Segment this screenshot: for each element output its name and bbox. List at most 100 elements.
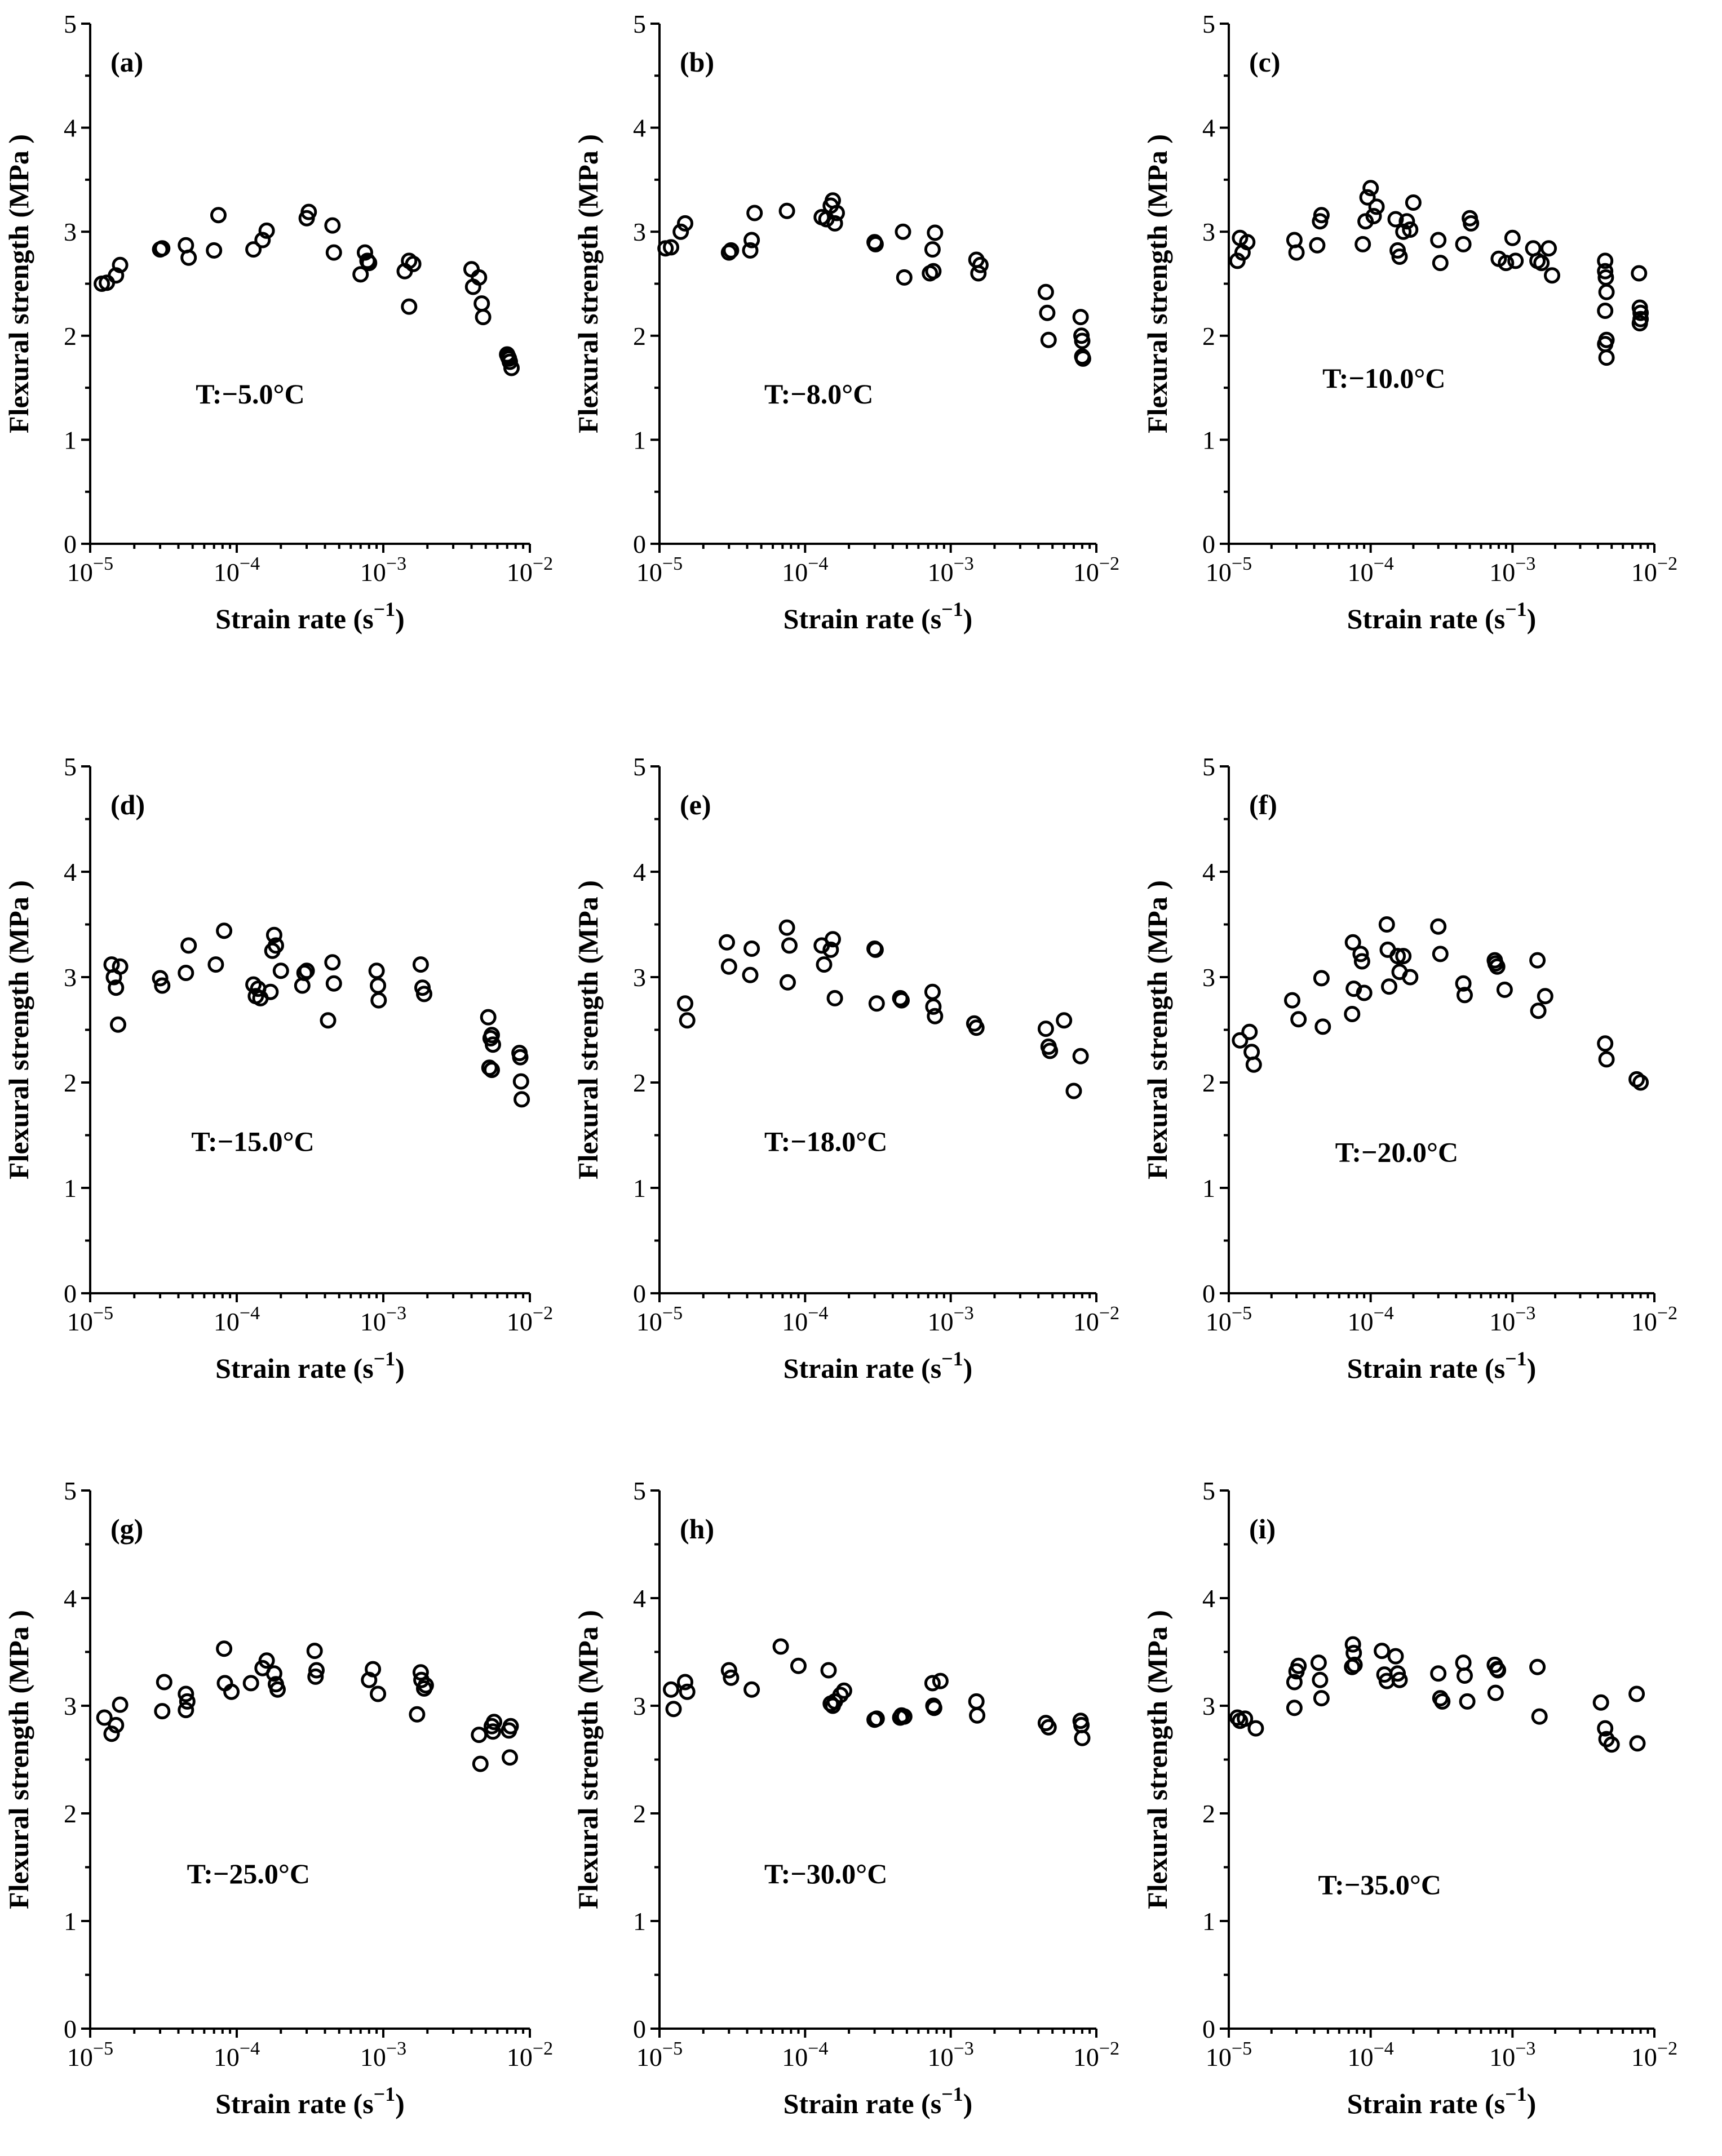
data-point xyxy=(1455,1654,1472,1671)
data-point xyxy=(112,256,129,273)
y-tick-label: 3 xyxy=(633,218,646,246)
data-point xyxy=(1065,1083,1082,1099)
data-point xyxy=(112,1696,129,1713)
x-axis-title: Strain rate (s−1) xyxy=(215,598,405,635)
data-point xyxy=(110,1016,126,1033)
y-tick-label: 4 xyxy=(1202,114,1215,143)
data-point xyxy=(746,205,763,221)
data-point xyxy=(1631,315,1648,332)
panel-label: (h) xyxy=(680,1513,714,1545)
data-point xyxy=(269,1681,286,1698)
y-tick-label: 4 xyxy=(1202,1584,1215,1613)
data-point xyxy=(925,263,942,280)
data-point xyxy=(1232,1032,1249,1049)
y-tick-label: 3 xyxy=(1202,218,1215,246)
y-tick-label: 5 xyxy=(64,10,77,38)
data-point xyxy=(96,1709,113,1726)
data-point xyxy=(1378,916,1395,933)
data-point xyxy=(743,941,760,957)
data-point xyxy=(825,931,841,948)
y-tick-label: 0 xyxy=(633,530,646,558)
x-axis-title: Strain rate (s−1) xyxy=(215,1347,405,1384)
y-tick-label: 0 xyxy=(1202,2015,1215,2043)
data-point xyxy=(790,1657,807,1674)
y-tick-label: 0 xyxy=(64,2015,77,2043)
data-point xyxy=(1632,1074,1649,1091)
data-point xyxy=(679,1683,696,1700)
y-axis-title: Flexural strength (MPa ) xyxy=(3,1610,34,1909)
y-tick-label: 2 xyxy=(633,1068,646,1097)
panel-label: (g) xyxy=(110,1513,143,1545)
panel-label: (d) xyxy=(110,789,145,820)
data-point xyxy=(1312,1671,1329,1688)
data-point xyxy=(207,956,224,973)
data-point xyxy=(677,215,693,232)
data-point xyxy=(258,222,275,239)
data-point xyxy=(265,926,282,943)
x-tick-label: 10−3 xyxy=(1489,1303,1535,1336)
data-point xyxy=(1537,988,1553,1005)
x-axis-title: Strain rate (s−1) xyxy=(1347,1347,1537,1384)
data-point xyxy=(486,1714,502,1731)
y-tick-label: 1 xyxy=(64,425,77,454)
data-point xyxy=(1288,244,1305,261)
data-point xyxy=(1631,265,1648,282)
x-tick-label: 10−5 xyxy=(636,1303,683,1336)
data-point xyxy=(298,962,315,979)
y-tick-label: 3 xyxy=(633,1692,646,1720)
data-point xyxy=(867,941,884,958)
data-point xyxy=(1313,970,1330,987)
data-point xyxy=(1310,1654,1327,1671)
data-point xyxy=(1344,1658,1361,1675)
x-tick-label: 10−2 xyxy=(1073,553,1119,587)
data-point xyxy=(924,1675,941,1692)
data-point xyxy=(972,256,989,273)
data-point xyxy=(926,1700,942,1716)
data-point xyxy=(1531,1708,1548,1725)
data-point xyxy=(1247,1720,1264,1737)
data-point xyxy=(245,241,262,258)
data-point xyxy=(1533,255,1550,272)
data-point xyxy=(1290,1657,1307,1674)
y-tick-label: 1 xyxy=(1202,1907,1215,1936)
data-point xyxy=(1395,948,1412,965)
data-point xyxy=(1432,946,1449,962)
data-point xyxy=(1391,249,1408,265)
data-point xyxy=(1037,1021,1054,1037)
data-point xyxy=(829,205,845,221)
x-tick-label: 10−5 xyxy=(67,1303,113,1336)
data-point xyxy=(512,1049,529,1066)
data-point xyxy=(499,348,516,365)
data-point xyxy=(1598,283,1615,300)
data-point xyxy=(835,1682,852,1699)
data-point xyxy=(296,965,313,981)
data-point xyxy=(481,1059,498,1076)
x-axis-title: Strain rate (s−1) xyxy=(1347,2083,1537,2119)
data-point xyxy=(1344,1636,1361,1653)
y-tick-label: 3 xyxy=(64,1692,77,1720)
data-point xyxy=(1391,1671,1408,1688)
data-point xyxy=(1362,180,1379,197)
data-point xyxy=(108,979,125,996)
data-point xyxy=(1374,1643,1391,1660)
temperature-label: T:−10.0°C xyxy=(1322,362,1445,394)
y-tick-label: 4 xyxy=(64,114,77,143)
data-point xyxy=(1398,213,1415,230)
data-point xyxy=(1239,234,1256,251)
data-point xyxy=(370,977,387,994)
data-point xyxy=(1357,213,1374,230)
temperature-label: T:−15.0°C xyxy=(191,1126,314,1157)
data-point xyxy=(1074,348,1091,365)
data-point xyxy=(820,1662,837,1679)
data-point xyxy=(1598,1051,1615,1068)
x-tick-label: 10−4 xyxy=(214,2038,260,2071)
data-point xyxy=(473,295,490,312)
data-point xyxy=(223,1683,240,1700)
data-point xyxy=(258,1652,275,1669)
data-point xyxy=(1039,304,1056,321)
x-tick-label: 10−3 xyxy=(360,553,406,587)
y-tick-label: 4 xyxy=(64,1584,77,1613)
y-axis-title: Flexural strength (MPa ) xyxy=(3,134,34,433)
data-point xyxy=(968,1019,985,1036)
data-point xyxy=(720,1662,737,1679)
